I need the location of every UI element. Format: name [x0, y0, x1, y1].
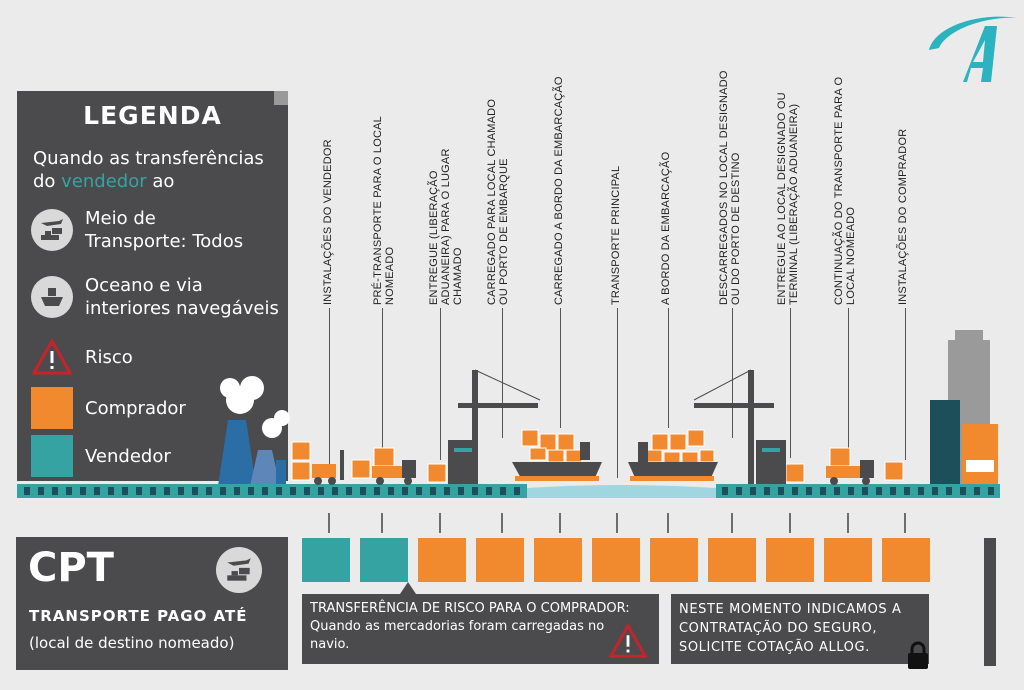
stage-label-seller-premises: INSTALAÇÕES DO VENDEDOR	[322, 139, 334, 305]
plane-truck-ship-icon	[216, 547, 262, 593]
risk-warning-icon	[608, 622, 648, 658]
insurance-box: NESTE MOMENTO INDICAMOS A CONTRATAÇÃO DO…	[671, 594, 929, 664]
legend-subtitle: Quando as transferências do vendedor ao	[33, 148, 264, 192]
risk-transfer-box: TRANSFERÊNCIA DE RISCO PARA O COMPRADOR:…	[302, 594, 659, 664]
responsibility-cell-buyer	[534, 538, 582, 582]
legend-label-seller: Vendedor	[85, 445, 171, 467]
leader-line	[790, 308, 791, 458]
stage-tick	[328, 513, 330, 533]
seller-swatch	[31, 435, 73, 477]
insurance-text: NESTE MOMENTO INDICAMOS A CONTRATAÇÃO DO…	[679, 602, 902, 655]
bar-end-marker	[984, 538, 996, 666]
risk-transfer-text: Quando as mercadorias foram carregadas n…	[310, 619, 605, 652]
legend-item-seller: Vendedor	[31, 435, 171, 477]
legend-item-all-modes: Meio de Transporte: Todos	[31, 207, 255, 253]
buyer-swatch	[31, 387, 73, 429]
risk-pointer	[400, 582, 416, 594]
stage-tick	[731, 513, 733, 533]
stage-tick	[381, 513, 383, 533]
risk-transfer-title: TRANSFERÊNCIA DE RISCO PARA O COMPRADOR:	[310, 601, 630, 616]
responsibility-cell-buyer	[708, 538, 756, 582]
leader-line	[732, 308, 733, 438]
truck-illustration	[372, 447, 416, 485]
legend-item-sea: Oceano e via interiores navegáveis	[31, 274, 285, 320]
forklift-illustration	[312, 450, 344, 485]
leader-line	[440, 308, 441, 460]
stage-label-onward-transport: CONTINUAÇÃO DO TRANSPORTE PARA O LOCAL N…	[833, 76, 857, 305]
plane-truck-ship-icon	[31, 209, 73, 251]
stage-tick	[616, 513, 618, 533]
leader-line	[382, 308, 383, 448]
incoterm-name: TRANSPORTE PAGO ATÉ	[29, 607, 248, 625]
ship-illustration	[628, 429, 718, 481]
responsibility-cell-seller	[360, 538, 408, 582]
stage-tick	[559, 513, 561, 533]
legend-item-risk: Risco	[31, 338, 133, 376]
stage-tick	[789, 513, 791, 533]
leader-line	[668, 308, 669, 428]
responsibility-cell-seller	[302, 538, 350, 582]
stage-label-main-transport: TRANSPORTE PRINCIPAL	[610, 165, 622, 305]
legend-label-sea: Oceano e via interiores navegáveis	[85, 275, 279, 319]
legend-label-risk: Risco	[85, 346, 133, 368]
leader-line	[905, 308, 906, 460]
responsibility-cell-buyer	[824, 538, 872, 582]
legend-label-all-modes: Meio de Transporte: Todos	[85, 208, 244, 252]
leader-line	[560, 308, 561, 428]
responsibility-cell-buyer	[476, 538, 524, 582]
stage-label-unloaded-destination: DESCARREGADOS NO LOCAL DESIGNADO OU DO P…	[718, 70, 742, 305]
stage-tick	[439, 513, 441, 533]
stage-label-loaded-on-board: CARREGADO A BORDO DA EMBARCAÇÃO	[553, 76, 565, 305]
ship-illustration	[512, 429, 602, 481]
incoterm-panel: CPT TRANSPORTE PAGO ATÉ (local de destin…	[16, 537, 288, 670]
truck-illustration	[826, 447, 874, 485]
leader-line	[502, 308, 503, 438]
logistics-scene	[17, 330, 1000, 498]
incoterm-code: CPT	[28, 545, 114, 591]
factory-illustration	[218, 376, 290, 486]
responsibility-cell-buyer	[592, 538, 640, 582]
stage-label-buyer-premises: INSTALAÇÕES DO COMPRADOR	[897, 128, 909, 305]
stage-label-on-board: A BORDO DA EMBARCAÇÃO	[660, 151, 672, 305]
responsibility-cell-buyer	[650, 538, 698, 582]
stage-tick	[667, 513, 669, 533]
stage-tick	[904, 513, 906, 533]
legend-item-buyer: Comprador	[31, 387, 186, 429]
legend-title: LEGENDA	[83, 101, 222, 130]
responsibility-cell-buyer	[418, 538, 466, 582]
lock-icon	[908, 641, 928, 669]
risk-warning-icon	[31, 338, 73, 375]
allog-logo	[929, 16, 1017, 82]
legend-corner	[274, 91, 288, 105]
stage-label-delivered-terminal: ENTREGUE AO LOCAL DESIGNADO OU TERMINAL …	[776, 92, 800, 305]
stage-tick	[847, 513, 849, 533]
stage-label-loaded-port: CARREGADO PARA LOCAL CHAMADO OU PORTO DE…	[486, 98, 510, 305]
leader-line	[848, 308, 849, 453]
responsibility-cell-buyer	[766, 538, 814, 582]
stage-label-pre-transport: PRÉ-TRANSPORTE PARA O LOCAL NOMEADO	[372, 116, 396, 305]
ship-icon	[31, 276, 73, 318]
legend-panel: LEGENDA Quando as transferências do vend…	[17, 91, 288, 481]
stage-label-delivered-named-place: ENTREGUE (LIBERAÇÃO ADUANEIRA) PARA O LU…	[428, 148, 464, 305]
incoterm-note: (local de destino nomeado)	[29, 634, 235, 652]
responsibility-cell-buyer	[882, 538, 930, 582]
stage-tick	[501, 513, 503, 533]
leader-line	[329, 308, 330, 468]
leader-line	[617, 308, 618, 478]
city-illustration	[930, 330, 998, 484]
legend-label-buyer: Comprador	[85, 397, 186, 419]
